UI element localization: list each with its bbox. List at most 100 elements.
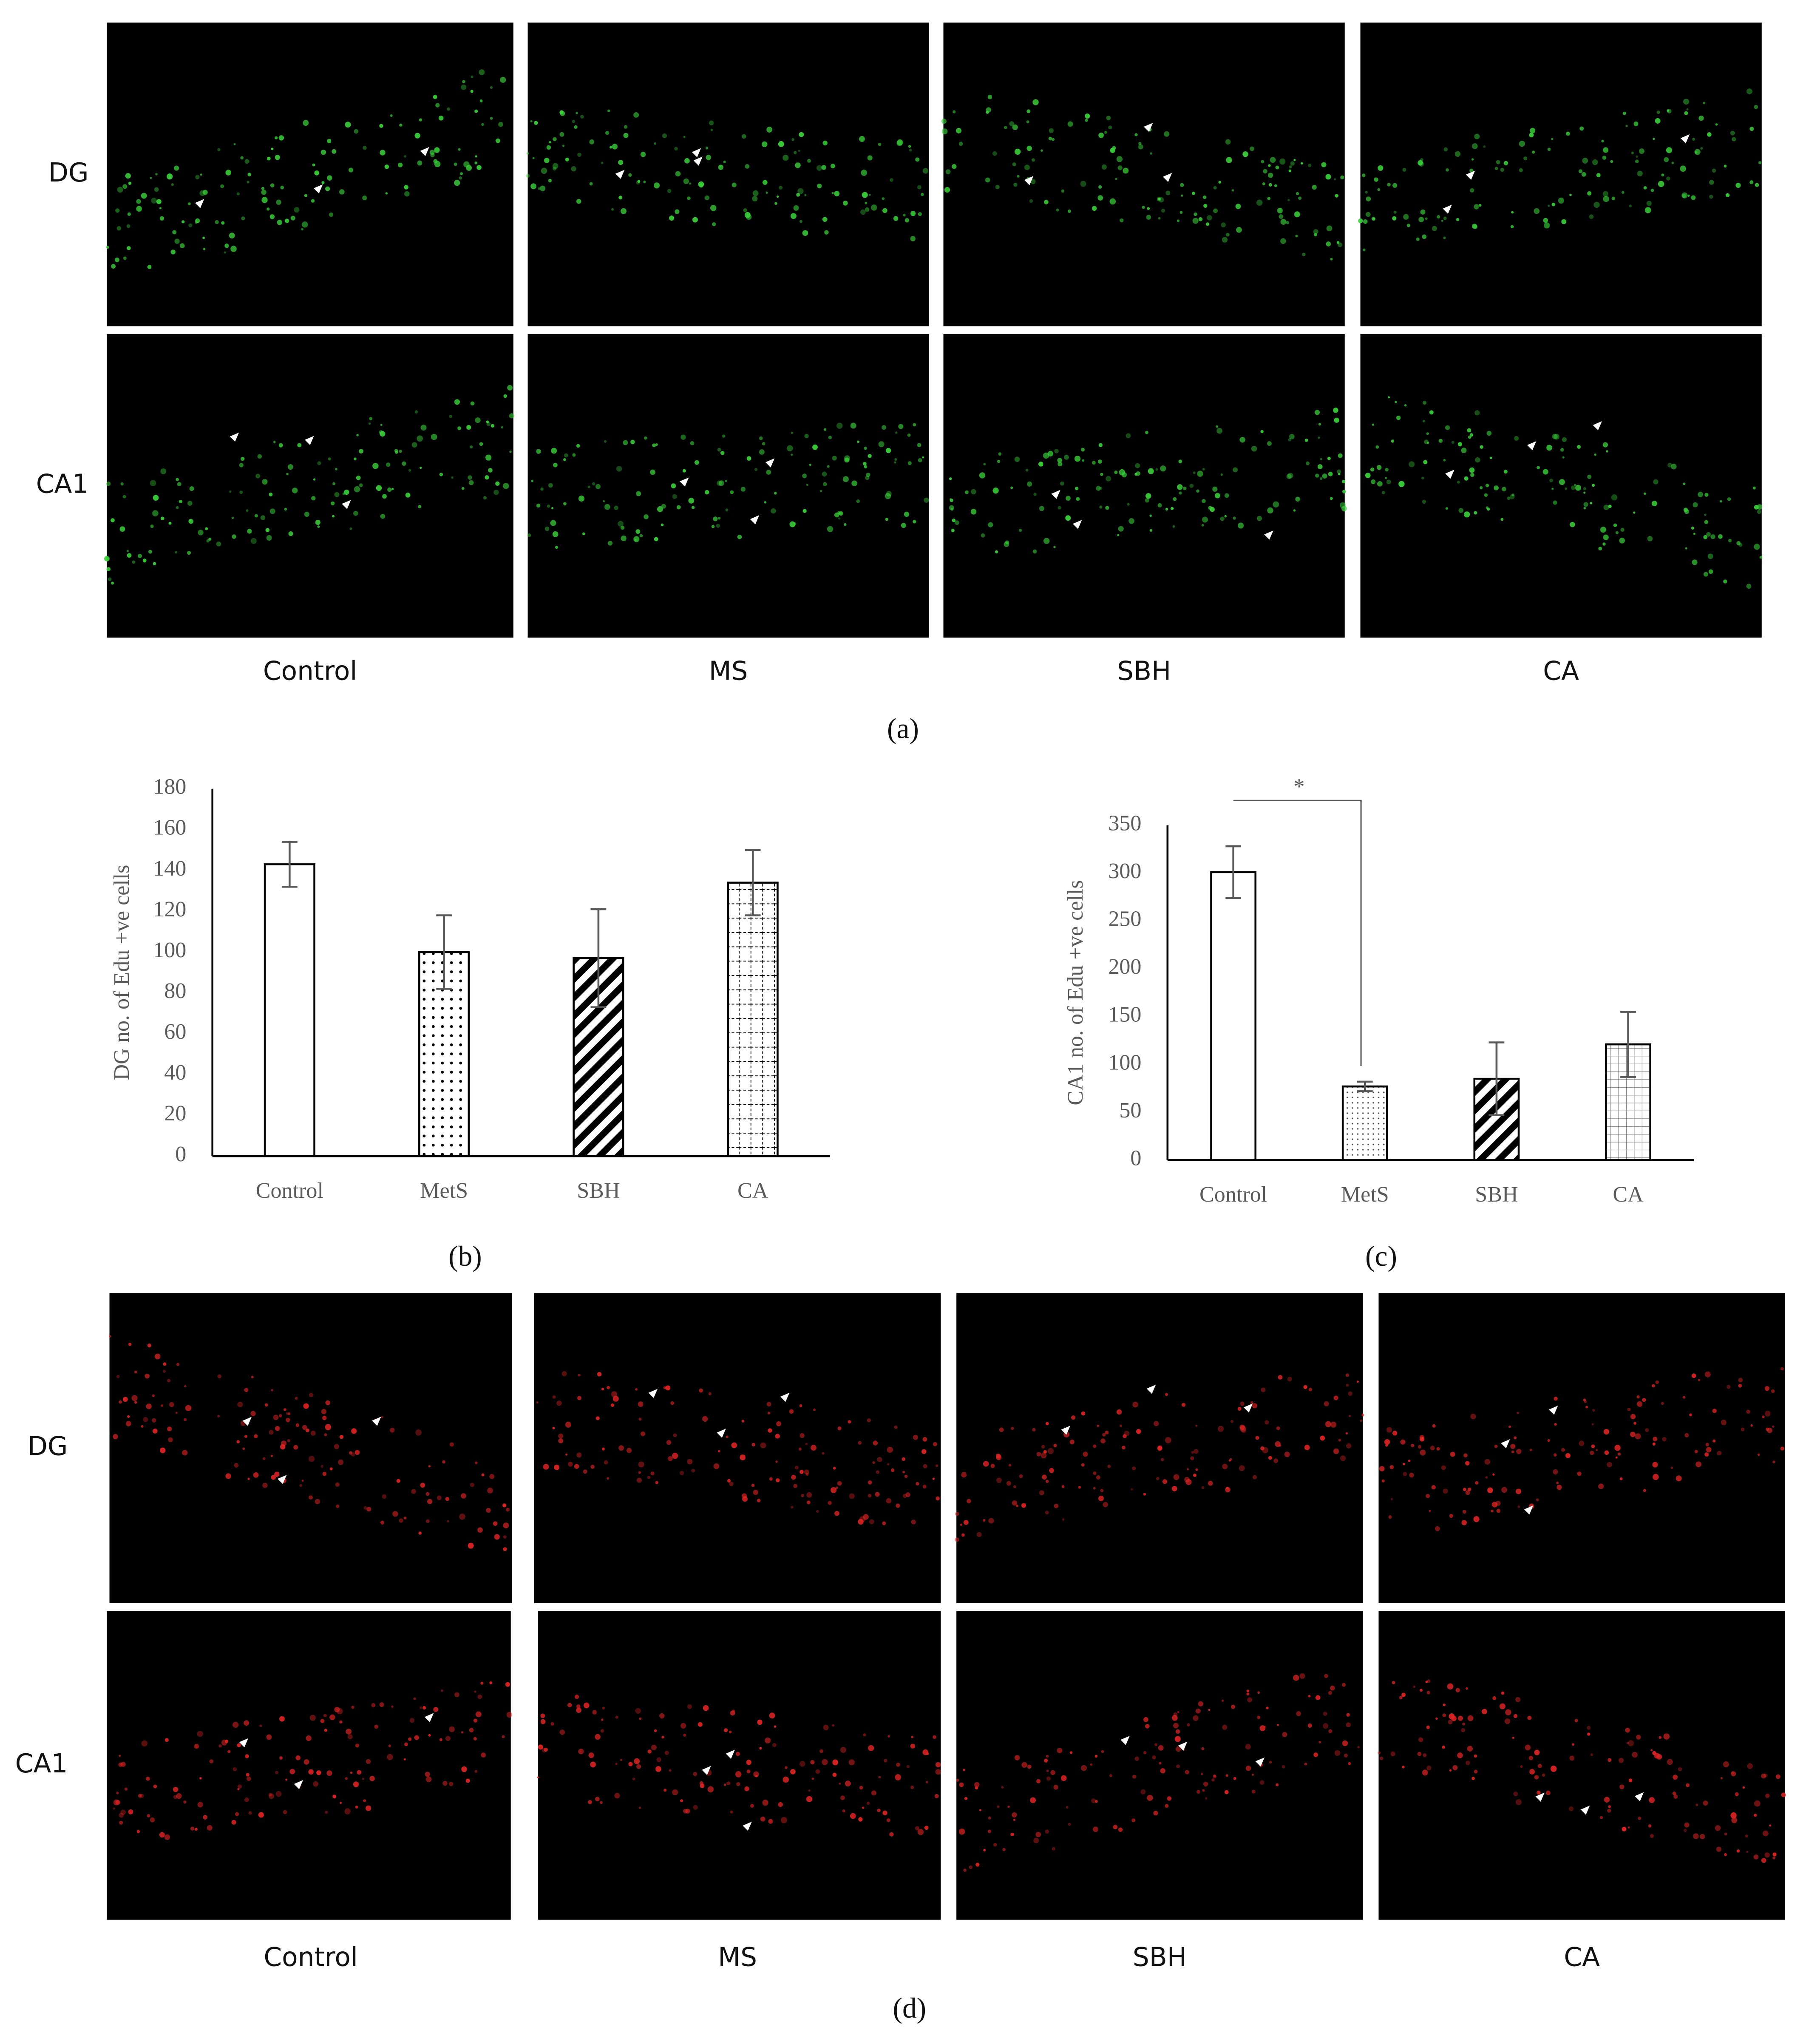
cell-signal: [1429, 410, 1434, 415]
cell-signal: [469, 1728, 474, 1732]
cell-signal: [278, 135, 284, 141]
cell-signal: [868, 1494, 872, 1498]
cell-signal: [1061, 1485, 1065, 1488]
cell-signal: [322, 1415, 327, 1420]
cell-signal: [1138, 144, 1143, 150]
cell-signal: [1557, 1485, 1562, 1490]
error-bar: [1357, 1080, 1373, 1092]
cell-signal: [766, 470, 771, 475]
cell-signal: [922, 1485, 927, 1489]
cell-signal: [1587, 474, 1592, 479]
cell-signal: [275, 1771, 278, 1775]
cell-signal: [1421, 476, 1424, 480]
cell-signal: [1486, 506, 1489, 509]
cell-signal: [1268, 1456, 1272, 1460]
cell-signal: [1710, 534, 1715, 539]
cell-signal: [244, 1797, 249, 1802]
cell-signal: [275, 136, 278, 140]
cell-signal: [1473, 224, 1478, 230]
cell-signal: [897, 139, 903, 146]
cell-signal: [1621, 191, 1625, 194]
cell-signal: [849, 1493, 855, 1499]
cell-signal: [1584, 1400, 1587, 1403]
cell-signal: [1622, 1826, 1627, 1831]
cell-signal: [380, 150, 386, 156]
cell-signal: [1484, 1459, 1491, 1465]
cell-signal: [1513, 1791, 1518, 1796]
micrograph: [1378, 1611, 1786, 1920]
cell-signal: [1136, 471, 1140, 476]
cell-signal: [1346, 1722, 1351, 1727]
cell-signal: [111, 518, 115, 522]
cell-signal: [1474, 133, 1480, 139]
cell-signal: [229, 232, 235, 239]
cell-signal: [654, 537, 658, 541]
cell-signal: [538, 187, 541, 190]
cell-signal: [254, 514, 258, 518]
cell-signal: [1565, 487, 1567, 490]
cell-signal: [766, 127, 772, 133]
cell-signal: [258, 1812, 264, 1818]
x-tick-label: MetS: [420, 1179, 468, 1203]
cell-signal: [247, 173, 252, 176]
cell-signal: [1528, 1756, 1533, 1761]
cell-signal: [1693, 533, 1695, 535]
cell-signal: [1202, 1789, 1205, 1792]
cell-signal: [868, 1480, 872, 1485]
cell-signal: [1698, 491, 1703, 497]
cell-signal: [683, 178, 689, 184]
cell-signal: [635, 539, 637, 541]
cell-signal: [237, 1401, 243, 1407]
cell-signal: [1153, 1811, 1158, 1816]
cell-signal: [1216, 425, 1219, 428]
cell-signal: [802, 230, 808, 236]
cell-signal: [1671, 464, 1677, 470]
cell-signal: [1492, 1696, 1497, 1701]
cell-signal: [1767, 1428, 1772, 1433]
cell-signal: [388, 1744, 391, 1747]
cell-signal: [1615, 1456, 1618, 1459]
cell-signal: [1443, 459, 1446, 462]
cell-signal: [630, 439, 635, 445]
cell-signal: [246, 509, 249, 512]
cell-signal: [1471, 158, 1474, 161]
cell-signal: [250, 1411, 256, 1416]
cell-signal: [831, 1487, 837, 1493]
cell-signal: [116, 1792, 119, 1795]
cell-signal: [253, 1472, 259, 1478]
cell-signal: [797, 188, 804, 194]
cell-signal: [1145, 493, 1151, 499]
cell-signal: [1423, 1753, 1427, 1758]
cell-signal: [887, 1446, 893, 1453]
cell-signal: [1237, 1406, 1242, 1411]
cell-signal: [1693, 502, 1698, 507]
cell-signal: [425, 1776, 432, 1783]
cell-signal: [126, 550, 129, 553]
cell-signal: [1499, 1703, 1505, 1709]
cell-signal: [799, 1761, 805, 1767]
cell-signal: [1162, 1479, 1168, 1484]
cell-signal: [1105, 1430, 1109, 1435]
cell-signal: [963, 1868, 967, 1872]
cell-signal: [1377, 188, 1381, 191]
cell-signal: [254, 1434, 258, 1438]
cell-signal: [115, 1800, 120, 1805]
cell-signal: [967, 1499, 971, 1503]
cell-signal: [1132, 1775, 1137, 1779]
cell-signal: [509, 450, 512, 453]
cell-signal: [342, 492, 346, 496]
cell-signal: [445, 1736, 451, 1741]
cell-signal: [286, 1412, 289, 1415]
cell-signal: [324, 1433, 327, 1437]
cell-signal: [168, 1437, 173, 1443]
cell-signal: [759, 1747, 762, 1750]
y-tick-label: 50: [1119, 1098, 1141, 1123]
image-panel: [1360, 23, 1762, 326]
cell-signal: [577, 153, 582, 157]
cell-signal: [1190, 1456, 1194, 1460]
cell-signal: [661, 523, 664, 527]
cell-signal: [1607, 1809, 1611, 1813]
cell-signal: [487, 1488, 493, 1494]
cell-signal: [1464, 511, 1470, 518]
cell-signal: [382, 494, 387, 499]
